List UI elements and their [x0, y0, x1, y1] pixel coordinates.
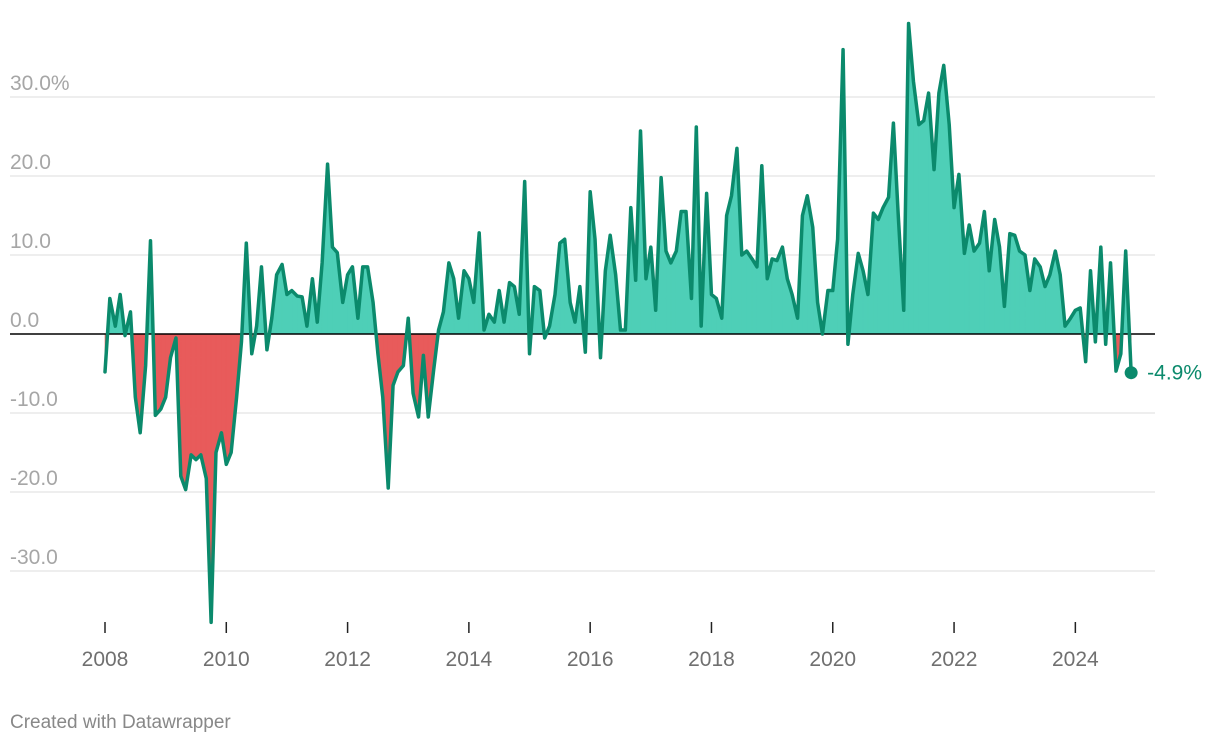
x-tick-label: 2012 — [324, 648, 371, 671]
end-value-label: -4.9% — [1147, 362, 1202, 385]
x-tick-label: 2014 — [446, 648, 493, 671]
end-point-marker — [1124, 366, 1138, 380]
y-tick-label: -10.0 — [10, 388, 58, 411]
y-tick-label: 20.0 — [10, 151, 51, 174]
x-tick-label: 2008 — [82, 648, 129, 671]
series-line — [103, 21, 1133, 625]
area-chart: 30.0% 20.0 10.0 0.0 -10.0 -20.0 -30.0 2008 2010… — [10, 21, 1202, 671]
series-line-path — [103, 21, 1133, 625]
y-axis-labels: 30.0% 20.0 10.0 0.0 -10.0 -20.0 -30.0 — [10, 72, 70, 569]
x-tick-label: 2020 — [809, 648, 856, 671]
x-tick-label: 2024 — [1052, 648, 1099, 671]
area-fills — [104, 23, 1132, 623]
y-tick-label: -20.0 — [10, 467, 58, 490]
x-tick-label: 2010 — [203, 648, 250, 671]
x-tick-label: 2018 — [688, 648, 735, 671]
end-marker-group: -4.9% — [1124, 362, 1202, 385]
y-tick-label: 10.0 — [10, 230, 51, 253]
y-tick-label: 0.0 — [10, 309, 39, 332]
footer-credit: Created with Datawrapper — [10, 712, 231, 733]
negative-area — [104, 333, 1132, 623]
y-tick-label: -30.0 — [10, 546, 58, 569]
x-axis: 2008 2010 2012 2014 2016 2018 2020 2022 2024 — [82, 622, 1099, 671]
y-tick-label: 30.0% — [10, 72, 70, 95]
x-tick-label: 2022 — [931, 648, 978, 671]
x-tick-label: 2016 — [567, 648, 614, 671]
